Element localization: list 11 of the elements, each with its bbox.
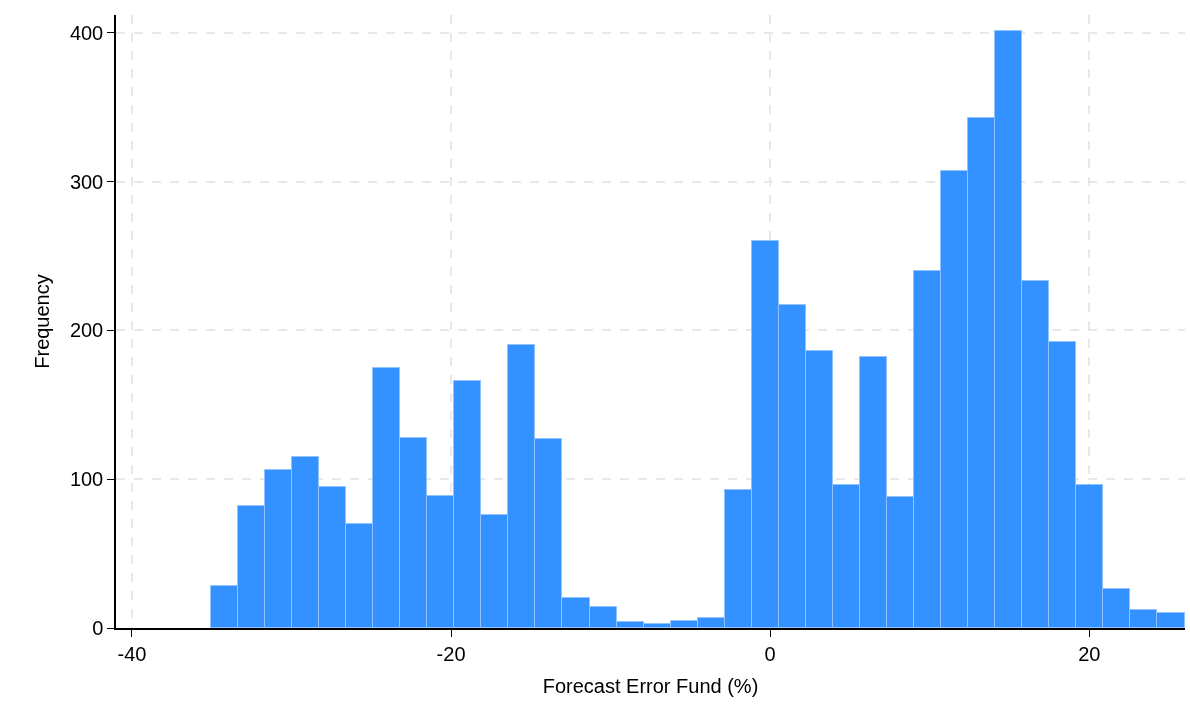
- x-axis-title: Forecast Error Fund (%): [542, 674, 759, 697]
- y-tick-label: 200: [69, 319, 104, 342]
- y-tick-label: 0: [92, 617, 104, 639]
- x-tick-label: 0: [764, 642, 776, 665]
- y-tick-label: 400: [69, 21, 104, 44]
- y-tick-label: 300: [69, 170, 104, 193]
- y-axis-title: Frequency: [30, 274, 53, 369]
- x-tick-label: -20: [436, 642, 466, 665]
- y-tick-label: 100: [69, 468, 104, 491]
- x-tick-label: 20: [1078, 642, 1101, 665]
- x-tick-label: -40: [117, 642, 147, 665]
